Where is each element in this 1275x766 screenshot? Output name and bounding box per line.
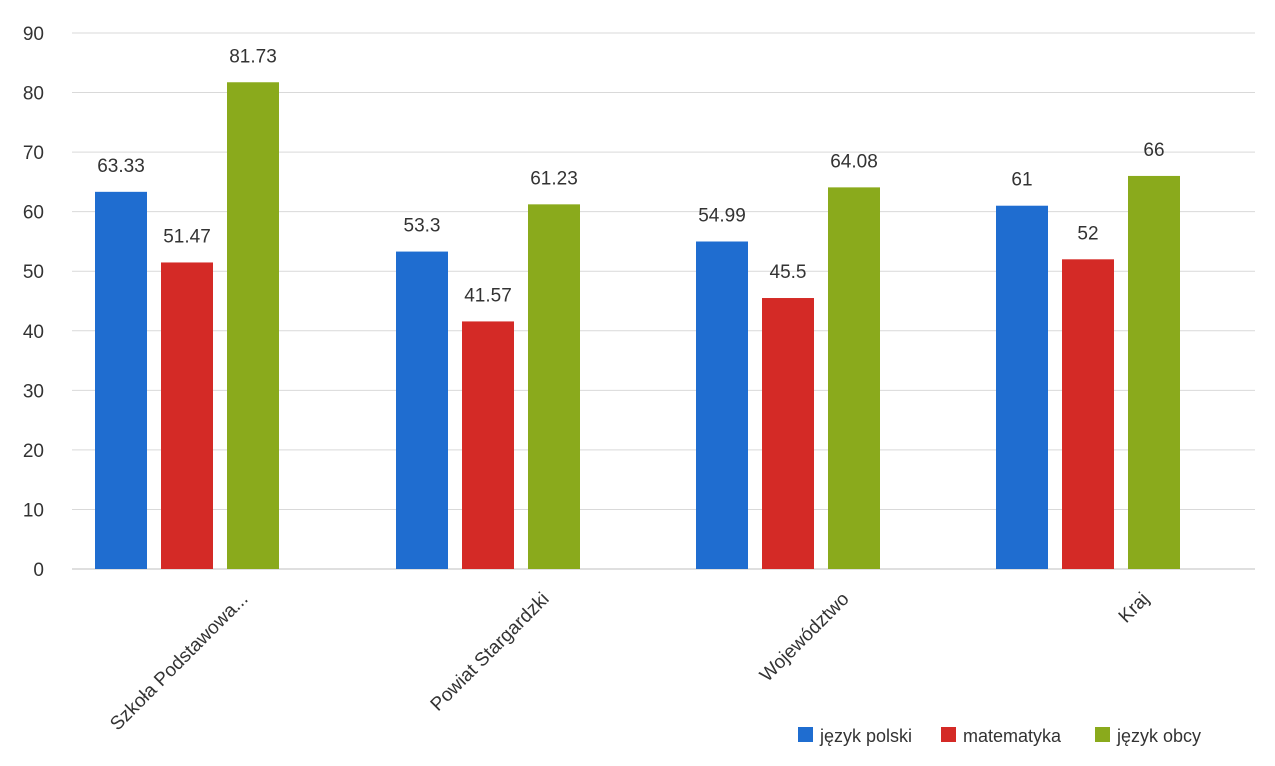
bar-matematyka — [161, 262, 213, 569]
y-tick-label: 70 — [23, 143, 44, 164]
data-label: 45.5 — [770, 262, 807, 283]
bar-język-obcy — [227, 82, 279, 569]
x-category-label: Kraj — [1115, 589, 1154, 628]
data-label: 61.23 — [530, 168, 578, 189]
y-tick-label: 60 — [23, 203, 44, 224]
legend-item: język obcy — [1095, 726, 1201, 746]
legend-swatch — [798, 727, 813, 742]
legend-label: język polski — [819, 726, 912, 746]
legend-label: matematyka — [963, 726, 1062, 746]
y-axis: 0 10 20 30 40 50 60 70 80 90 — [23, 24, 44, 581]
y-tick-label: 0 — [33, 560, 44, 581]
x-axis: Szkoła Podstawowa... Powiat Stargardzki Wo… — [106, 589, 1153, 735]
data-label: 53.3 — [404, 216, 441, 237]
data-label: 81.73 — [229, 46, 277, 67]
legend: język polski matematyka język obcy — [798, 726, 1201, 746]
bar-język-obcy — [828, 187, 880, 570]
data-label: 61 — [1011, 170, 1032, 191]
legend-item: matematyka — [941, 726, 1062, 746]
x-category-label: Powiat Stargardzki — [427, 589, 554, 716]
bar-matematyka — [762, 298, 814, 569]
bars — [95, 82, 1180, 570]
y-tick-label: 30 — [23, 381, 44, 402]
legend-item: język polski — [798, 726, 912, 746]
bar-język-obcy — [528, 204, 580, 569]
data-label: 51.47 — [163, 226, 211, 247]
bar-matematyka — [1062, 259, 1114, 569]
y-tick-label: 50 — [23, 262, 44, 283]
legend-swatch — [1095, 727, 1110, 742]
data-label: 64.08 — [830, 151, 878, 172]
data-label: 63.33 — [97, 156, 145, 177]
y-tick-label: 10 — [23, 500, 44, 521]
data-labels: 63.33 53.3 54.99 61 51.47 41.57 45.5 52 81.73 61.… — [97, 46, 1164, 306]
legend-label: język obcy — [1116, 726, 1201, 746]
bar-matematyka — [462, 321, 514, 569]
bar-język-polski — [996, 205, 1048, 569]
y-tick-label: 20 — [23, 441, 44, 462]
y-tick-label: 80 — [23, 84, 44, 105]
x-category-label: Szkoła Podstawowa... — [106, 589, 252, 735]
bar-język-polski — [95, 191, 147, 570]
y-tick-label: 40 — [23, 322, 44, 343]
bar-język-obcy — [1128, 175, 1180, 569]
legend-swatch — [941, 727, 956, 742]
data-label: 41.57 — [464, 285, 512, 306]
bar-język-polski — [696, 241, 748, 569]
bar-język-polski — [396, 251, 448, 569]
data-label: 66 — [1143, 140, 1164, 161]
y-tick-label: 90 — [23, 24, 44, 45]
data-label: 52 — [1077, 223, 1098, 244]
data-label: 54.99 — [698, 206, 746, 227]
x-category-label: Województwo — [756, 589, 853, 686]
